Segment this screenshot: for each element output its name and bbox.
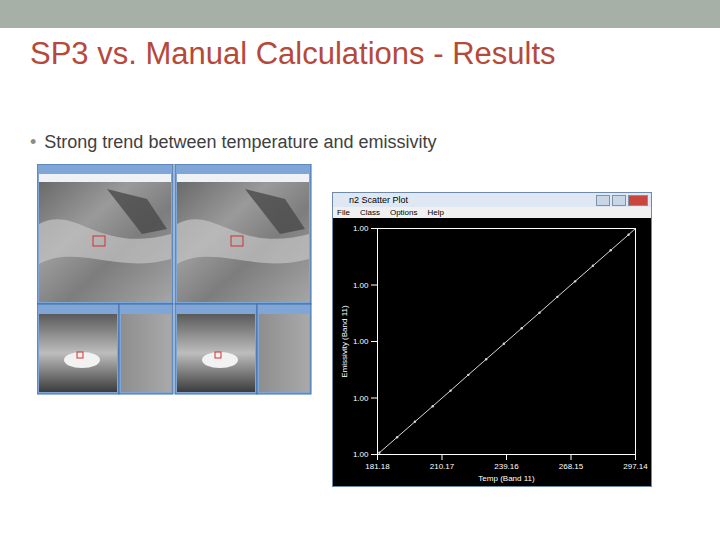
svg-text:297.14: 297.14: [623, 462, 648, 471]
svg-text:1.00: 1.00: [353, 450, 369, 459]
svg-text:1.00: 1.00: [353, 337, 369, 346]
svg-text:210.17: 210.17: [430, 462, 455, 471]
html-text:Help: Help: [427, 208, 444, 217]
svg-text:Temp (Band 11): Temp (Band 11): [478, 474, 535, 483]
svg-text:268.15: 268.15: [559, 462, 584, 471]
html-text:Strong trend between temperatu: Strong trend between temperature and emi…: [44, 132, 437, 152]
svg-text:181.18: 181.18: [365, 462, 390, 471]
html-text:File: File: [337, 208, 350, 217]
svg-text:1.00: 1.00: [353, 281, 369, 290]
svg-text:239.16: 239.16: [494, 462, 519, 471]
svg-text:1.00: 1.00: [353, 224, 369, 233]
html-text:n2 Scatter Plot: n2 Scatter Plot: [349, 195, 408, 205]
svg-text:1.00: 1.00: [353, 394, 369, 403]
html-text:Options: Options: [389, 208, 418, 217]
html-text:Class: Class: [359, 208, 380, 217]
svg-text:Emissivity (Band 11): Emissivity (Band 11): [340, 305, 349, 378]
html-text:SP3 vs. Manual Calculations -: SP3 vs. Manual Calculations - Results: [30, 36, 556, 71]
